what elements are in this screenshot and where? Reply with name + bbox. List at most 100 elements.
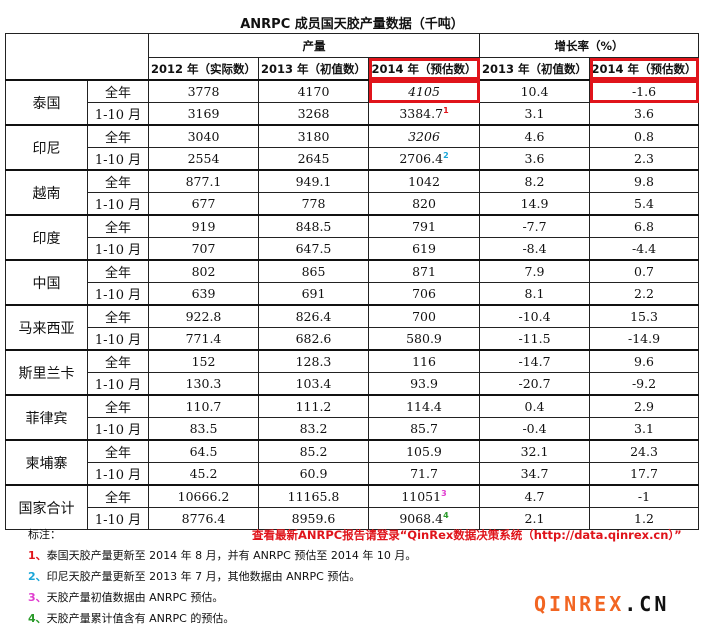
value-text: 6.8 [634, 219, 654, 234]
note-item: 4、天胶产量累计值含有 ANRPC 的预估。 [28, 610, 416, 631]
value-text: 9.8 [634, 174, 654, 189]
table-row: 1-10 月 677 778 820 14.9 5.4 [6, 192, 699, 216]
country-cell: 印尼 [5, 124, 88, 171]
value-text: 802 [191, 264, 216, 279]
logo-main: QINREX [534, 592, 625, 616]
value-cell: 8.2 [479, 169, 590, 193]
value-cell: 128.3 [258, 349, 369, 373]
value-cell: 3.6 [479, 147, 590, 171]
value-text: 707 [191, 241, 216, 256]
table-row: 印度 全年 919 848.5 791 -7.7 6.8 [5, 214, 699, 261]
table-row: 印尼 全年 3040 3180 3206 4.6 0.8 [5, 124, 699, 171]
value-cell: 111.2 [258, 394, 369, 418]
value-text: 9068.4 [399, 511, 444, 527]
value-text: 8959.6 [291, 511, 336, 526]
value-cell: 700 [368, 304, 480, 328]
value-text: 4.7 [524, 489, 545, 504]
value-text: 10666.2 [177, 489, 230, 504]
production-header: 产量 [148, 33, 480, 58]
value-cell: 0.8 [589, 124, 699, 148]
value-text: 71.7 [410, 466, 438, 481]
value-text: 130.3 [185, 376, 222, 391]
value-cell: -14.7 [479, 349, 590, 373]
value-text: 15.3 [630, 309, 658, 324]
report-link[interactable]: 查看最新ANRPC报告请登录“QinRex数据决策系统（http://data.… [252, 528, 682, 542]
note-text: 天胶产量累计值含有 ANRPC 的预估。 [46, 612, 235, 625]
value-cell: -4.4 [589, 237, 699, 261]
footnote-marker: 1 [443, 105, 449, 115]
footnote-marker: 4 [443, 510, 449, 520]
value-cell: 4170 [258, 79, 369, 103]
value-text: -14.9 [627, 331, 661, 346]
value-cell: 8.1 [479, 282, 590, 306]
value-text: 771.4 [185, 331, 222, 346]
note-item: 3、天胶产量初值数据由 ANRPC 预估。 [28, 589, 416, 610]
value-cell: 6.8 [589, 214, 699, 238]
value-text: 83.5 [189, 421, 218, 436]
value-cell: 85.2 [258, 439, 369, 463]
value-cell: 580.9 [368, 327, 480, 351]
country-cell: 中国 [5, 259, 88, 306]
value-text: 3.6 [634, 106, 654, 121]
period-cell: 全年 [87, 304, 149, 328]
period-cell: 1-10 月 [87, 237, 149, 261]
value-cell: -1 [589, 484, 699, 508]
value-text: 1042 [408, 174, 440, 189]
value-text: 2706.4 [399, 151, 444, 167]
value-text: 5.4 [634, 196, 654, 211]
value-text: -8.4 [522, 241, 547, 256]
value-text: 34.7 [520, 466, 549, 481]
value-text: 3384.7 [399, 106, 444, 122]
note-text: 印尼天胶产量更新至 2013 年 7 月，其他数据由 ANRPC 预估。 [46, 570, 361, 583]
value-text: 2.1 [524, 511, 545, 526]
value-text: 922.8 [185, 309, 222, 324]
table-row: 1-10 月 83.5 83.2 85.7 -0.4 3.1 [6, 417, 699, 441]
value-cell: 707 [148, 237, 259, 261]
value-text: 848.5 [295, 219, 332, 234]
value-cell: 802 [148, 259, 259, 283]
value-cell: 2.1 [479, 507, 590, 530]
value-cell: -10.4 [479, 304, 590, 328]
period-cell: 1-10 月 [87, 417, 149, 441]
value-cell: 24.3 [589, 439, 699, 463]
value-text: 4105 [408, 84, 440, 99]
note-number: 3、 [28, 591, 47, 604]
value-text: 791 [412, 219, 436, 234]
value-text: -11.5 [518, 331, 551, 346]
value-cell: -9.2 [589, 372, 699, 396]
note-number: 4、 [28, 612, 47, 625]
note-number: 2、 [28, 570, 47, 583]
value-cell: 4105 [368, 79, 480, 103]
value-cell: 3169 [148, 102, 259, 126]
value-cell: 110.7 [148, 394, 259, 418]
value-text: 9.6 [634, 354, 654, 369]
value-cell: 3206 [368, 124, 480, 148]
value-cell: -0.4 [479, 417, 590, 441]
value-cell: 706 [368, 282, 480, 306]
corner-cell [5, 33, 149, 81]
value-cell: 3180 [258, 124, 369, 148]
value-text: -4.4 [631, 241, 657, 256]
period-cell: 全年 [87, 79, 149, 103]
country-cell: 马来西亚 [5, 304, 88, 351]
col-header: 2013 年（初值数） [479, 57, 590, 81]
value-text: 1.2 [634, 511, 654, 526]
value-text: 60.9 [299, 466, 328, 481]
value-cell: -20.7 [479, 372, 590, 396]
value-cell: 2706.42 [368, 147, 480, 171]
value-cell: 114.4 [368, 394, 480, 418]
value-text: 85.7 [410, 421, 438, 436]
table-row: 柬埔寨 全年 64.5 85.2 105.9 32.1 24.3 [5, 439, 699, 486]
table-row: 1-10 月 3169 3268 3384.71 3.1 3.6 [6, 102, 699, 126]
value-text: 3.1 [634, 421, 654, 436]
footnote-marker: 2 [443, 150, 449, 160]
value-text: 4.6 [524, 129, 545, 144]
value-text: -0.4 [522, 421, 547, 436]
table-row: 1-10 月 2554 2645 2706.42 3.6 2.3 [6, 147, 699, 171]
value-cell: 3778 [148, 79, 259, 103]
value-cell: 83.2 [258, 417, 369, 441]
value-text: 11051 [401, 489, 442, 505]
value-cell: 0.7 [589, 259, 699, 283]
value-text: 691 [301, 286, 326, 301]
value-cell: 3040 [148, 124, 259, 148]
